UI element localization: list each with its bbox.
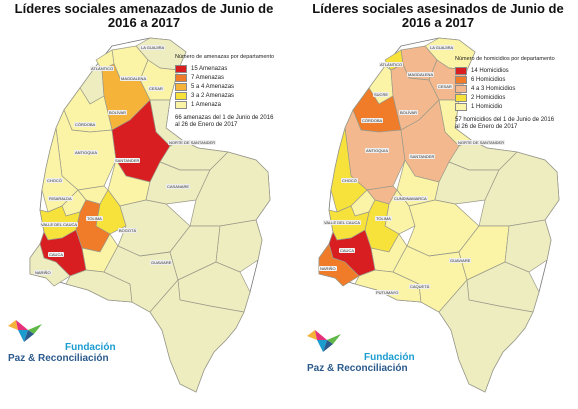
threats-legend: Número de amenazas por departamento 15 A…	[175, 54, 285, 129]
logo-line-2: Paz & Reconciliación	[307, 363, 408, 374]
label-atlantico: ATLÁNTICO	[379, 62, 404, 67]
label-valle: VALLE DEL CAUCA	[40, 222, 79, 227]
logo-line-1: Fundación	[364, 352, 415, 363]
label-tolima: TOLIMA	[86, 216, 103, 221]
label-casanare: CASANARE	[166, 184, 191, 189]
legend-swatch	[455, 75, 467, 84]
label-tolima: TOLIMA	[375, 216, 392, 221]
legend-label: 3 a 2 Amenazas	[191, 92, 235, 99]
label-bolivar: BOLÍVAR	[399, 110, 419, 115]
dove-logo-icon	[8, 320, 42, 342]
homicides-legend: Número de homicidios por departamento 14…	[455, 56, 575, 131]
legend-label: 1 Amenaza	[191, 101, 222, 108]
legend-swatch	[175, 100, 187, 109]
dept-guainia	[215, 219, 263, 273]
legend-label: 2 Homicidios	[471, 94, 506, 101]
label-santander: SANTANDER	[114, 158, 141, 163]
label-cordoba: CÓRDOBA	[361, 118, 384, 123]
legend-label: 1 Homicidio	[471, 103, 503, 110]
dove-logo-icon	[307, 330, 341, 352]
label-norte-santander: NORTE DE SANTANDER	[457, 140, 506, 145]
label-cauca: CAUCA	[48, 252, 65, 257]
label-sucre: SUCRE	[373, 92, 390, 97]
label-putumayo: PUTUMAYO	[375, 290, 400, 295]
legend-label: 6 Homicidios	[471, 76, 506, 83]
label-valle: VALLE DEL CAUCA	[323, 220, 362, 225]
threats-legend-item: 7 Amenazas	[175, 73, 285, 82]
label-choco: CHOCÓ	[341, 178, 358, 183]
threats-legend-title: Número de amenazas por departamento	[175, 54, 275, 60]
legend-label: 4 a 3 Homicidios	[471, 85, 516, 92]
label-narino: NARIÑO	[34, 270, 52, 275]
threats-map-panel: Líderes sociales amenazados de Junio de …	[8, 1, 285, 393]
label-magdalena: MAGDALENA	[407, 72, 435, 77]
label-cauca: CAUCA	[339, 248, 356, 253]
label-magdalena: MAGDALENA	[120, 76, 148, 81]
label-antioquia: ANTIOQUIA	[365, 148, 390, 153]
homicides-legend-note: 57 homicidios del 1 de Junio de 2016 al …	[455, 117, 555, 130]
legend-label: 5 a 4 Amenazas	[191, 83, 235, 90]
legend-swatch	[175, 91, 187, 100]
homicides-legend-item: 14 Homicidios	[455, 66, 575, 75]
legend-swatch	[455, 102, 467, 111]
legend-swatch	[455, 93, 467, 102]
label-atlantico: ATLÁNTICO	[90, 66, 115, 71]
threats-legend-item: 15 Amenazas	[175, 64, 285, 73]
label-santander: SANTANDER	[409, 154, 436, 159]
label-la-guajira: LA GUAJIRA	[140, 45, 166, 50]
label-cesar: CESAR	[437, 84, 453, 89]
homicides-legend-item: 2 Homicidios	[455, 93, 575, 102]
legend-swatch	[175, 82, 187, 91]
legend-swatch	[175, 73, 187, 82]
label-antioquia: ANTIOQUIA	[74, 150, 99, 155]
label-cundinamarca: CUNDINAMARCA	[393, 196, 428, 201]
legend-label: 15 Amenazas	[191, 65, 228, 72]
homicides-legend-item: 6 Homicidios	[455, 75, 575, 84]
dept-narino	[318, 243, 360, 287]
homicides-legend-item: 4 a 3 Homicidios	[455, 84, 575, 93]
label-la-guajira: LA GUAJIRA	[429, 45, 455, 50]
legend-swatch	[455, 84, 467, 93]
logo-line-1: Fundación	[65, 342, 116, 353]
dept-amazonas	[438, 279, 534, 393]
homicides-map-panel: Líderes sociales asesinados de Junio de …	[289, 0, 578, 409]
dept-amazonas	[149, 279, 245, 393]
threats-legend-item: 1 Amenaza	[175, 100, 285, 109]
label-cesar: CESAR	[148, 86, 164, 91]
label-cordoba: CÓRDOBA	[74, 122, 97, 127]
logo-text: Fundación Paz & Reconciliación	[8, 342, 116, 364]
label-guaviare: GUAVIARE	[449, 258, 472, 263]
logo-line-2: Paz & Reconciliación	[8, 353, 109, 364]
label-norte-santander: NORTE DE SANTANDER	[168, 140, 217, 145]
label-bogota: BOGOTÁ	[118, 228, 138, 233]
label-narino: NARIÑO	[319, 266, 337, 271]
threats-legend-item: 5 a 4 Amenazas	[175, 82, 285, 91]
label-bolivar: BOLÍVAR	[108, 110, 128, 115]
dept-guainia	[504, 219, 552, 273]
homicides-legend-title: Número de homicidios por departamento	[455, 56, 555, 62]
logo-text: Fundación Paz & Reconciliación	[307, 352, 415, 374]
label-risaralda: RISARALDA	[48, 196, 73, 201]
legend-swatch	[455, 66, 467, 75]
homicides-map	[318, 37, 560, 393]
label-choco: CHOCÓ	[46, 178, 63, 183]
legend-swatch	[175, 64, 187, 73]
legend-label: 7 Amenazas	[191, 74, 225, 81]
threats-legend-note: 66 amenazas del 1 de Junio de 2016 al 26…	[175, 115, 274, 128]
label-guaviare: GUAVIARE	[150, 260, 173, 265]
threats-map-title: Líderes sociales amenazados de Junio de …	[14, 1, 274, 30]
dept-narino	[29, 243, 71, 287]
legend-label: 14 Homicidios	[471, 67, 509, 74]
threats-legend-item: 3 a 2 Amenazas	[175, 91, 285, 100]
label-caqueta: CAQUETÁ	[409, 284, 431, 289]
homicides-map-title: Líderes sociales asesinados de Junio de …	[312, 1, 564, 30]
homicides-legend-item: 1 Homicidio	[455, 102, 575, 111]
